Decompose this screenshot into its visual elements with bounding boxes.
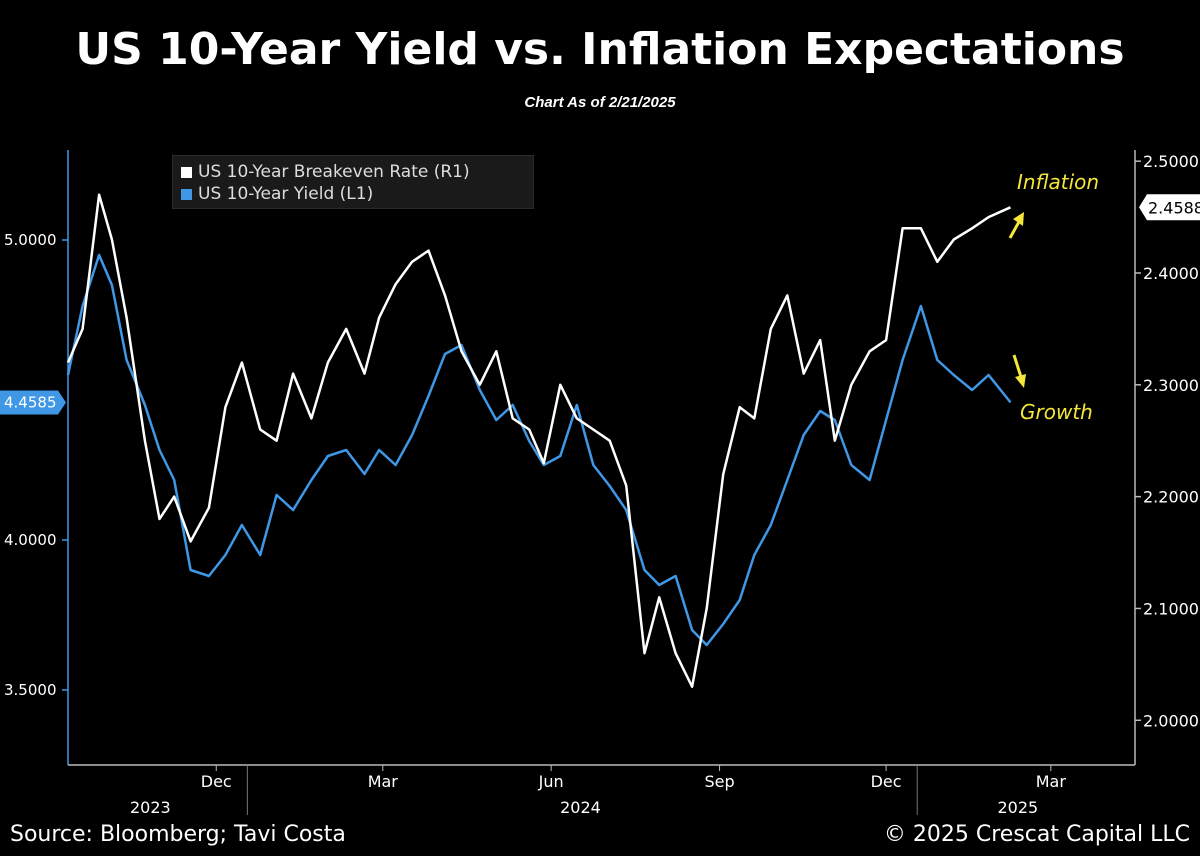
x-tick-label: Mar	[1036, 772, 1067, 791]
y-left-tick-label: 3.5000	[4, 681, 57, 699]
yield-series-line	[66, 253, 1012, 647]
arrow-down-icon	[1012, 354, 1023, 378]
legend-item-breakeven: US 10-Year Breakeven Rate (R1)	[181, 161, 470, 183]
arrow-up-head-icon	[1013, 212, 1024, 226]
y-left-tick-label: 4.0000	[4, 531, 57, 549]
y-right-tick-label: 2.4000	[1143, 264, 1199, 283]
chart-title: US 10-Year Yield vs. Inflation Expectati…	[75, 24, 1125, 75]
arrow-down-head-icon	[1015, 374, 1026, 388]
arrow-up-icon	[1008, 219, 1022, 239]
y-right-tick-label: 2.5000	[1143, 152, 1199, 171]
left-last-value-tag	[0, 390, 66, 415]
breakeven-series-line	[66, 193, 1012, 688]
right-last-value-tag	[1139, 194, 1200, 221]
y-right-tick-label: 2.1000	[1143, 599, 1199, 618]
legend-swatch-breakeven	[181, 166, 192, 178]
y-right-tick-label: 2.3000	[1143, 376, 1199, 395]
legend-swatch-yield	[181, 188, 192, 200]
x-tick-label: Sep	[704, 772, 734, 791]
x-tick-label: Mar	[368, 772, 399, 791]
source-note: Source: Bloomberg; Tavi Costa	[10, 822, 346, 847]
x-tick-label: Jun	[538, 772, 564, 791]
x-year-label: 2023	[130, 798, 171, 817]
legend: US 10-Year Breakeven Rate (R1) US 10-Yea…	[172, 155, 534, 209]
legend-label-yield: US 10-Year Yield (L1)	[198, 184, 374, 204]
x-tick-label: Dec	[201, 772, 232, 791]
right-last-value-label: 2.4588	[1148, 198, 1200, 217]
left-last-value-label: 4.4585	[4, 393, 57, 411]
x-year-label: 2024	[560, 798, 601, 817]
x-tick-label: Dec	[871, 772, 902, 791]
y-right-tick-label: 2.0000	[1143, 711, 1199, 730]
annotation-inflation: Inflation	[1017, 170, 1100, 194]
chart-subtitle: Chart As of 2/21/2025	[524, 94, 676, 111]
y-left-tick-label: 5.0000	[4, 231, 57, 249]
y-right-tick-label: 2.2000	[1143, 488, 1199, 507]
x-year-label: 2025	[998, 798, 1039, 817]
annotation-growth: Growth	[1020, 400, 1093, 424]
legend-item-yield: US 10-Year Yield (L1)	[181, 183, 373, 205]
legend-label-breakeven: US 10-Year Breakeven Rate (R1)	[198, 162, 470, 182]
copyright-note: © 2025 Crescat Capital LLC	[883, 822, 1190, 847]
